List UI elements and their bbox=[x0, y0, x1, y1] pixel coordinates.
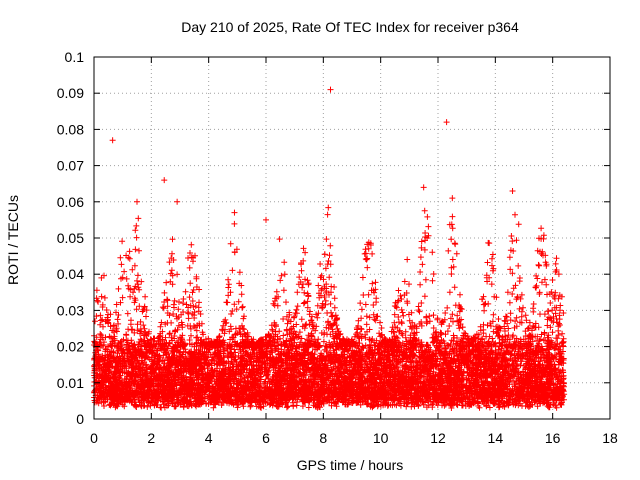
data-point bbox=[420, 184, 427, 191]
y-tick-label: 0.1 bbox=[65, 49, 85, 65]
x-axis-ticks: 0 2 4 6 8 10 12 14 16 18 bbox=[90, 57, 618, 446]
y-tick-label: 0.06 bbox=[57, 194, 84, 210]
chart-title: Day 210 of 2025, Rate Of TEC Index for r… bbox=[181, 19, 519, 35]
data-point bbox=[449, 195, 456, 202]
x-tick-label: 6 bbox=[262, 430, 270, 446]
y-tick-label: 0 bbox=[76, 411, 84, 427]
y-tick-label: 0.03 bbox=[57, 302, 84, 318]
data-point bbox=[509, 187, 516, 194]
y-tick-label: 0.05 bbox=[57, 230, 84, 246]
x-tick-label: 14 bbox=[488, 430, 504, 446]
x-tick-label: 10 bbox=[373, 430, 389, 446]
x-tick-label: 8 bbox=[319, 430, 327, 446]
data-point-cloud bbox=[91, 204, 568, 411]
x-tick-label: 4 bbox=[205, 430, 213, 446]
data-point bbox=[263, 216, 269, 223]
data-point bbox=[443, 119, 450, 126]
y-tick-label: 0.02 bbox=[57, 339, 84, 355]
data-point bbox=[109, 137, 116, 144]
data-point bbox=[134, 198, 140, 205]
x-tick-label: 16 bbox=[545, 430, 561, 446]
y-tick-label: 0.01 bbox=[57, 375, 84, 391]
y-tick-label: 0.09 bbox=[57, 85, 84, 101]
x-tick-label: 2 bbox=[147, 430, 155, 446]
y-tick-label: 0.04 bbox=[57, 266, 84, 282]
data-point bbox=[174, 198, 181, 205]
x-tick-label: 0 bbox=[90, 430, 98, 446]
data-points bbox=[91, 86, 568, 411]
data-point bbox=[161, 177, 168, 184]
y-axis-ticks: 0 0.01 0.02 0.03 0.04 0.05 0.06 0.07 0.08 0.09 0.1 bbox=[57, 49, 610, 427]
y-axis-label: ROTI / TECUs bbox=[5, 195, 21, 285]
x-tick-label: 18 bbox=[602, 430, 618, 446]
grid-lines bbox=[94, 57, 610, 419]
data-point bbox=[231, 209, 238, 216]
y-tick-label: 0.08 bbox=[57, 121, 84, 137]
x-tick-label: 12 bbox=[430, 430, 446, 446]
data-point bbox=[327, 86, 334, 93]
x-axis-label: GPS time / hours bbox=[297, 457, 404, 473]
y-tick-label: 0.07 bbox=[57, 158, 84, 174]
